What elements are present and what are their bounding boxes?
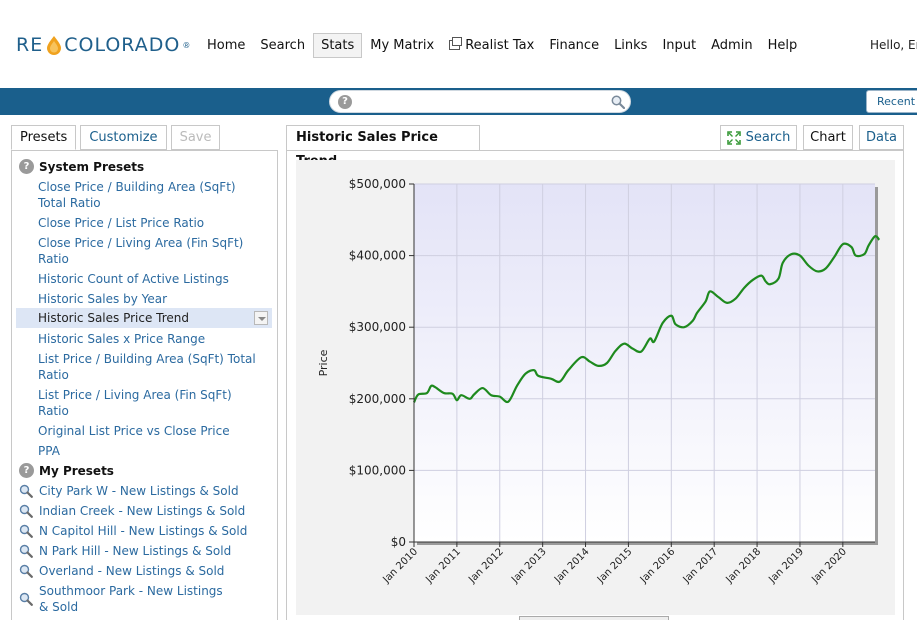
help-icon[interactable]: ?	[19, 463, 34, 478]
search-help-icon[interactable]: ?	[338, 95, 352, 109]
tab-customize[interactable]: Customize	[80, 125, 167, 150]
preset-historic-count-active[interactable]: Historic Count of Active Listings	[38, 272, 229, 286]
my-preset-label: Overland - New Listings & Sold	[39, 564, 225, 578]
chart-title-tab: Historic Sales Price Trend	[286, 125, 480, 169]
my-preset-label: Indian Creek - New Listings & Sold	[39, 504, 246, 518]
logo-text-colorado: COLORADO	[64, 34, 181, 56]
nav-realist-tax-label: Realist Tax	[465, 37, 535, 53]
x-tick-label: Jan 2018	[724, 546, 764, 586]
x-axis-ticks: Jan 2010 Jan 2011 Jan 2012 Jan 2013 Jan 2014…	[380, 542, 849, 586]
nav-home[interactable]: Home	[207, 37, 246, 53]
tab-data[interactable]: Data	[859, 125, 904, 150]
my-preset-label: N Park Hill - New Listings & Sold	[39, 544, 232, 558]
tab-presets[interactable]: Presets	[11, 125, 77, 150]
y-tick-label: $300,000	[349, 320, 406, 334]
y-axis-label: Price	[317, 349, 330, 376]
search-icon[interactable]	[611, 95, 625, 109]
preset-ppa[interactable]: PPA	[38, 444, 60, 458]
magnifier-icon	[19, 484, 33, 498]
preset-historic-sales-price-trend[interactable]: Historic Sales Price Trend	[16, 308, 272, 328]
x-tick-label: Jan 2010	[380, 546, 420, 586]
quick-search-box: ?	[329, 90, 631, 113]
logo-text-re: RE	[16, 34, 44, 56]
x-tick-label: Jan 2014	[552, 546, 592, 586]
left-panel-tabs: Presets Customize Save	[11, 125, 224, 150]
preset-historic-sales-year[interactable]: Historic Sales by Year	[38, 292, 168, 306]
magnifier-icon	[19, 504, 33, 518]
presets-panel: ? System Presets Close Price / Building …	[11, 150, 278, 620]
my-presets-title: My Presets	[39, 463, 114, 478]
x-tick-label: Jan 2016	[638, 546, 678, 586]
my-preset-item[interactable]: N Capitol Hill - New Listings & Sold	[19, 523, 247, 539]
x-tick-label: Jan 2011	[423, 546, 463, 586]
magnifier-icon	[19, 544, 33, 558]
price-trend-chart: $0 $100,000 $200,000 $300,000 $400,000 $500,0…	[317, 177, 881, 586]
expand-icon	[726, 130, 741, 145]
my-preset-label: City Park W - New Listings & Sold	[39, 484, 239, 498]
y-tick-label: $400,000	[349, 249, 406, 263]
preset-close-price-living-area[interactable]: Close Price / Living Area (Fin SqFt) Rat…	[38, 236, 244, 266]
y-tick-label: $0	[391, 535, 406, 549]
nav-links[interactable]: Links	[614, 37, 648, 53]
app-header: RE COLORADO ® Home Search Stats My Matri…	[0, 0, 917, 88]
quick-search-input[interactable]	[358, 93, 598, 111]
y-tick-label: $100,000	[349, 463, 406, 477]
my-preset-item[interactable]: City Park W - New Listings & Sold	[19, 483, 239, 499]
my-preset-label: Southmoor Park - New Listings & Sold	[39, 584, 223, 614]
nav-finance[interactable]: Finance	[549, 37, 600, 53]
preset-close-price-list-price[interactable]: Close Price / List Price Ratio	[38, 216, 205, 230]
my-preset-item[interactable]: Indian Creek - New Listings & Sold	[19, 503, 245, 519]
external-window-icon	[449, 37, 463, 50]
nav-realist-tax[interactable]: Realist Tax	[442, 34, 541, 57]
y-tick-label: $200,000	[349, 392, 406, 406]
my-preset-item[interactable]: Overland - New Listings & Sold	[19, 563, 224, 579]
user-greeting[interactable]: Hello, Er	[870, 38, 917, 52]
nav-help[interactable]: Help	[767, 37, 798, 53]
preset-selected-label: Historic Sales Price Trend	[38, 311, 190, 325]
my-preset-item[interactable]: Southmoor Park - New Listings & Sold	[19, 583, 234, 615]
x-tick-label: Jan 2020	[809, 546, 849, 586]
system-presets-heading: ? System Presets	[19, 159, 144, 174]
y-axis-ticks: $0 $100,000 $200,000 $300,000 $400,000 $500,0…	[349, 177, 414, 549]
magnifier-icon	[19, 564, 33, 578]
recolorado-logo[interactable]: RE COLORADO ®	[16, 33, 190, 57]
my-preset-label: N Capitol Hill - New Listings & Sold	[39, 524, 248, 538]
plot-area	[414, 184, 875, 542]
chart-panel	[286, 150, 904, 620]
main-nav: Home Search Stats My Matrix Realist Tax …	[200, 32, 805, 58]
x-tick-label: Jan 2015	[595, 546, 635, 586]
logo-registered: ®	[182, 40, 191, 50]
chart-bottom-control	[519, 616, 669, 620]
nav-search[interactable]: Search	[260, 37, 306, 53]
nav-stats[interactable]: Stats	[313, 32, 363, 58]
recent-button[interactable]: Recent	[866, 90, 917, 113]
nav-input[interactable]: Input	[662, 37, 697, 53]
tab-save[interactable]: Save	[170, 125, 221, 150]
tab-search-label: Search	[745, 130, 791, 145]
x-tick-label: Jan 2013	[509, 546, 549, 586]
my-presets-heading: ? My Presets	[19, 463, 114, 478]
chevron-down-icon[interactable]	[254, 311, 268, 325]
preset-close-price-building-area[interactable]: Close Price / Building Area (SqFt) Total…	[38, 180, 236, 210]
x-tick-label: Jan 2019	[766, 546, 806, 586]
system-presets-title: System Presets	[39, 159, 145, 174]
tab-search[interactable]: Search	[720, 125, 797, 150]
preset-list-price-living-area[interactable]: List Price / Living Area (Fin SqFt) Rati…	[38, 388, 232, 418]
preset-original-list-vs-close[interactable]: Original List Price vs Close Price	[38, 424, 230, 438]
help-icon[interactable]: ?	[19, 159, 34, 174]
x-tick-label: Jan 2017	[681, 546, 721, 586]
tab-chart[interactable]: Chart	[803, 125, 853, 150]
preset-list-price-building-area[interactable]: List Price / Building Area (SqFt) Total …	[38, 352, 256, 382]
nav-admin[interactable]: Admin	[711, 37, 753, 53]
preset-historic-sales-price-range[interactable]: Historic Sales x Price Range	[38, 332, 206, 346]
magnifier-icon	[19, 524, 33, 538]
x-tick-label: Jan 2012	[466, 546, 506, 586]
y-tick-label: $500,000	[349, 177, 406, 191]
my-preset-item[interactable]: N Park Hill - New Listings & Sold	[19, 543, 231, 559]
nav-my-matrix[interactable]: My Matrix	[370, 37, 435, 53]
series-line	[413, 235, 881, 404]
logo-drop-icon	[47, 36, 62, 55]
magnifier-icon	[19, 592, 33, 606]
